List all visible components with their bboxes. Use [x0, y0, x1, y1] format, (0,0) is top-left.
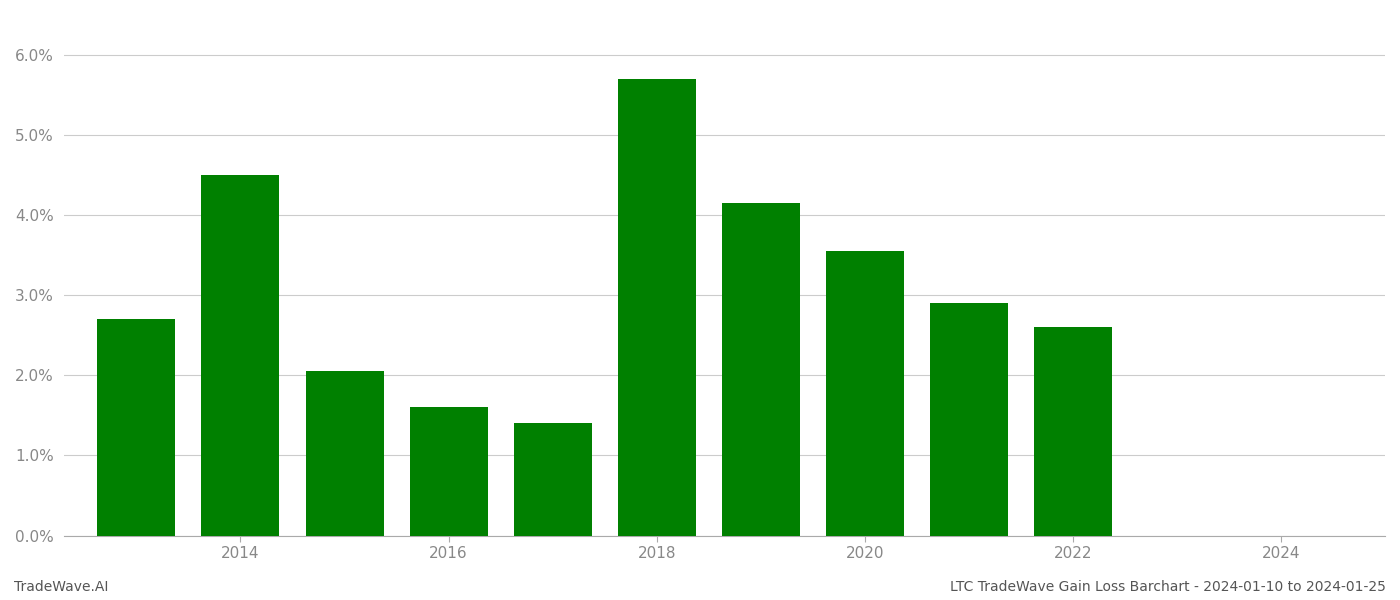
Bar: [721, 203, 799, 536]
Bar: [1033, 328, 1112, 536]
Bar: [98, 319, 175, 536]
Bar: [930, 304, 1008, 536]
Text: LTC TradeWave Gain Loss Barchart - 2024-01-10 to 2024-01-25: LTC TradeWave Gain Loss Barchart - 2024-…: [951, 580, 1386, 594]
Bar: [202, 175, 280, 536]
Bar: [305, 371, 384, 536]
Bar: [514, 424, 592, 536]
Bar: [826, 251, 904, 536]
Bar: [617, 79, 696, 536]
Text: TradeWave.AI: TradeWave.AI: [14, 580, 108, 594]
Bar: [410, 407, 487, 536]
